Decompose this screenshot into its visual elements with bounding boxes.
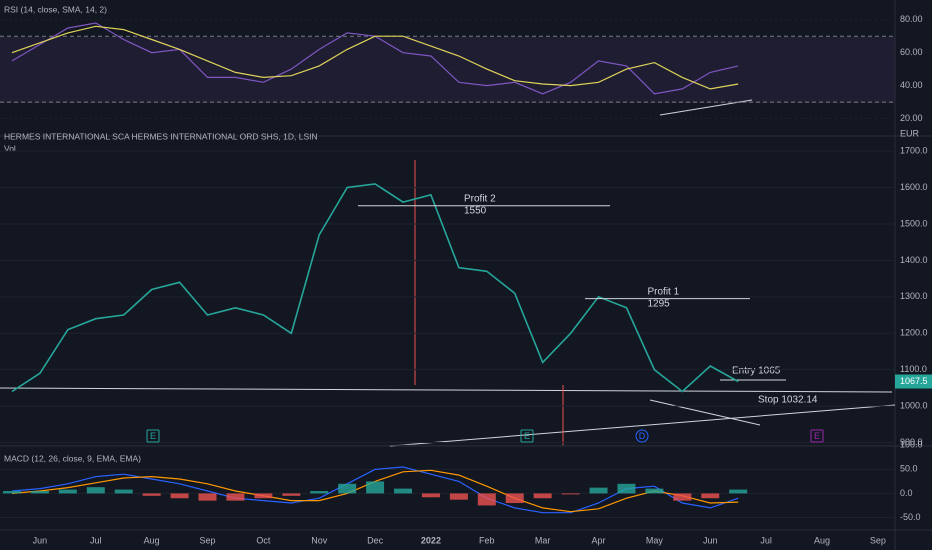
x-tick-label: Nov xyxy=(311,535,328,545)
target-label: Profit 1 xyxy=(648,286,680,297)
y-tick-label: 900.0 xyxy=(900,437,923,447)
y-tick-label: 80.00 xyxy=(900,14,923,24)
last-price-label: 1067.5 xyxy=(900,376,928,386)
event-marker xyxy=(146,429,160,443)
price-title: HERMES INTERNATIONAL SCA HERMES INTERNAT… xyxy=(4,131,318,141)
histogram-bar xyxy=(282,493,301,496)
histogram-bar xyxy=(729,489,748,494)
x-tick-label: Sep xyxy=(870,535,886,545)
histogram-bar xyxy=(505,493,524,504)
x-tick-label: Feb xyxy=(479,535,495,545)
x-tick-label: Aug xyxy=(814,535,830,545)
histogram-bar xyxy=(198,493,217,501)
histogram-bar xyxy=(617,483,636,494)
histogram-bar xyxy=(701,493,720,499)
y-tick-label: 100.0 xyxy=(900,440,923,450)
series-line xyxy=(11,25,739,90)
histogram-bar xyxy=(142,493,161,496)
histogram-bar xyxy=(533,493,552,499)
entry-label: Entry 1065 xyxy=(732,366,781,377)
series-line xyxy=(11,466,739,514)
stop-label: Stop 1032.14 xyxy=(758,395,818,406)
x-tick-label: Jul xyxy=(760,535,772,545)
x-tick-label: Sep xyxy=(200,535,216,545)
y-tick-label: 1200.0 xyxy=(900,328,928,338)
series-line xyxy=(11,183,739,393)
trend-line xyxy=(649,399,761,426)
y-tick-label: 1600.0 xyxy=(900,182,928,192)
macd-title: MACD (12, 26, close, 9, EMA, EMA) xyxy=(4,453,141,463)
x-tick-label: Apr xyxy=(592,535,606,545)
histogram-bar xyxy=(254,493,273,499)
y-tick-label: 1100.0 xyxy=(900,364,927,374)
trend-line xyxy=(0,387,893,393)
y-tick-label: 0.0 xyxy=(900,488,913,498)
y-tick-label: 20.00 xyxy=(900,113,923,123)
histogram-bar xyxy=(477,493,496,506)
x-tick-label: Mar xyxy=(535,535,551,545)
event-marker xyxy=(810,429,824,443)
histogram-bar xyxy=(338,483,357,494)
histogram-bar xyxy=(86,487,105,494)
unit-label: EUR xyxy=(900,128,920,138)
last-price-box xyxy=(895,374,932,389)
histogram-bar xyxy=(114,489,133,494)
event-marker xyxy=(520,429,534,443)
histogram-bar xyxy=(30,491,49,494)
histogram-bar xyxy=(394,488,413,494)
event-label: E xyxy=(814,431,820,441)
histogram-bar xyxy=(589,487,608,494)
y-tick-label: 40.00 xyxy=(900,80,923,90)
x-tick-label: Aug xyxy=(144,535,160,545)
x-tick-label: May xyxy=(646,535,664,545)
y-tick-label: -50.0 xyxy=(900,512,921,522)
x-tick-label: 2022 xyxy=(421,535,441,545)
event-label: D xyxy=(639,431,646,441)
rsi-title: RSI (14, close, SMA, 14, 2) xyxy=(4,4,107,14)
y-tick-label: 1300.0 xyxy=(900,291,928,301)
volume-title: Vol xyxy=(4,143,16,153)
event-marker xyxy=(635,429,649,443)
histogram-bar xyxy=(226,493,245,501)
target-value: 1295 xyxy=(648,298,671,309)
y-tick-label: 60.00 xyxy=(900,47,923,57)
histogram-bar xyxy=(673,493,692,501)
event-label: E xyxy=(524,431,530,441)
event-label: E xyxy=(150,431,156,441)
y-tick-label: 1000.0 xyxy=(900,400,928,410)
rsi-band xyxy=(0,37,895,103)
y-tick-label: 1700.0 xyxy=(900,145,928,155)
histogram-bar xyxy=(310,491,329,494)
x-tick-label: Jul xyxy=(90,535,102,545)
target-label: Profit 2 xyxy=(464,193,496,204)
x-tick-label: Oct xyxy=(256,535,271,545)
histogram-bar xyxy=(3,491,21,494)
histogram-bar xyxy=(645,488,664,494)
x-tick-label: Dec xyxy=(367,535,384,545)
trend-line xyxy=(389,404,896,447)
histogram-bar xyxy=(449,493,468,500)
target-value: 1550 xyxy=(464,205,487,216)
histogram-bar xyxy=(58,489,77,494)
y-tick-label: 50.0 xyxy=(900,464,918,474)
x-tick-label: Jun xyxy=(33,535,48,545)
x-tick-label: Jun xyxy=(703,535,718,545)
y-tick-label: 1500.0 xyxy=(900,218,928,228)
histogram-bar xyxy=(421,493,440,498)
histogram-bar xyxy=(170,493,189,499)
y-tick-label: 1400.0 xyxy=(900,255,928,265)
histogram-bar xyxy=(561,493,580,495)
histogram-bar xyxy=(366,481,385,494)
